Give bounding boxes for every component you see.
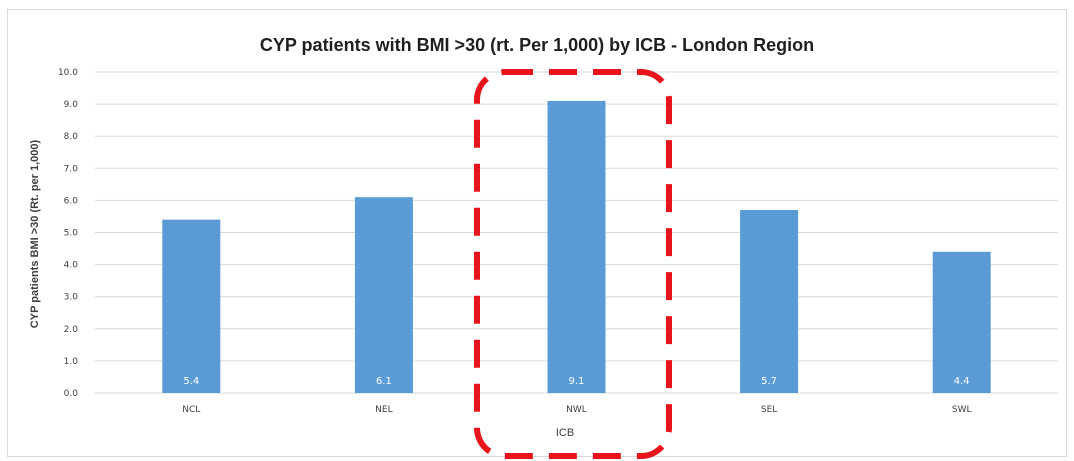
y-tick-label: 1.0 — [64, 357, 79, 367]
data-label: 9.1 — [569, 376, 585, 387]
x-tick-label: SWL — [952, 405, 972, 415]
x-tick-label: NWL — [566, 405, 587, 415]
y-tick-label: 5.0 — [64, 229, 79, 239]
data-label: 4.4 — [954, 376, 970, 387]
bars — [162, 100, 991, 393]
x-tick-label: SEL — [761, 405, 777, 415]
y-axis-label: CYP patients BMI >30 (Rt. per 1,000) — [29, 139, 41, 328]
y-tick-label: 4.0 — [64, 261, 79, 271]
y-axis-ticks: 0.0 1.0 2.0 3.0 4.0 5.0 6.0 7.0 8.0 9.0 10.0 — [58, 68, 78, 399]
data-labels: 5.4 6.1 9.1 5.7 4.4 — [183, 376, 969, 387]
y-tick-label: 6.0 — [64, 196, 79, 206]
y-tick-label: 8.0 — [64, 132, 79, 142]
bar-sel — [740, 210, 799, 393]
data-label: 5.7 — [761, 376, 777, 387]
y-tick-label: 10.0 — [58, 68, 78, 78]
bar-swl — [932, 251, 991, 393]
chart-title: CYP patients with BMI >30 (rt. Per 1,000… — [260, 35, 814, 55]
bar-nwl — [547, 100, 606, 393]
y-tick-label: 9.0 — [64, 100, 79, 110]
y-tick-label: 3.0 — [64, 293, 79, 303]
x-axis-ticks: NCL NEL NWL SEL SWL — [182, 405, 971, 415]
x-tick-label: NCL — [182, 405, 200, 415]
y-tick-label: 0.0 — [64, 389, 79, 399]
y-tick-label: 2.0 — [64, 325, 79, 335]
bar-ncl — [162, 219, 221, 393]
data-label: 5.4 — [183, 376, 199, 387]
y-tick-label: 7.0 — [64, 164, 79, 174]
x-axis-label: ICB — [556, 427, 574, 439]
x-tick-label: NEL — [375, 405, 392, 415]
data-label: 6.1 — [376, 376, 392, 387]
nwl-highlight-box — [474, 69, 672, 459]
bar-nel — [354, 197, 413, 393]
